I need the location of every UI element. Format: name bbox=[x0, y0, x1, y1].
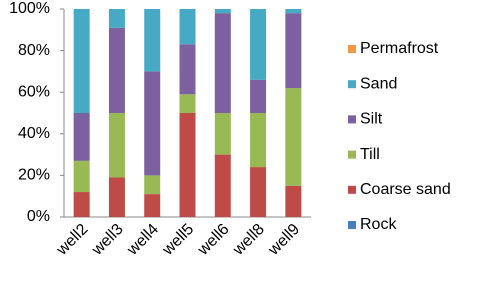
x-tick-label: well5 bbox=[159, 221, 198, 260]
bar-segment bbox=[144, 175, 161, 195]
legend-marker bbox=[348, 185, 356, 194]
y-tick-label: 20% bbox=[18, 167, 50, 184]
bar-segment bbox=[250, 79, 267, 113]
bar-segment bbox=[73, 160, 90, 193]
bar-segment bbox=[285, 9, 302, 14]
legend-label: Rock bbox=[360, 216, 397, 233]
bar-segment bbox=[108, 113, 125, 178]
x-tick-label: well3 bbox=[88, 221, 127, 260]
bar-segment bbox=[108, 177, 125, 217]
bar-segment bbox=[179, 9, 196, 45]
bar-segment bbox=[73, 113, 90, 161]
bar-segment bbox=[108, 27, 125, 113]
bar-segment bbox=[144, 9, 161, 72]
bar-segment bbox=[285, 185, 302, 217]
y-tick-label: 80% bbox=[18, 42, 50, 59]
y-tick-label: 0% bbox=[27, 208, 50, 225]
legend-label: Sand bbox=[360, 75, 397, 92]
bar-segment bbox=[214, 154, 231, 217]
bar-segment bbox=[214, 13, 231, 113]
bar-segment bbox=[179, 94, 196, 113]
legend-marker bbox=[348, 221, 356, 229]
bar-segment bbox=[144, 194, 161, 217]
x-tick-label: well8 bbox=[229, 221, 268, 260]
bar-segment bbox=[214, 9, 231, 14]
bar-segment bbox=[73, 9, 90, 113]
bar-segment bbox=[250, 113, 267, 168]
bar-segment bbox=[285, 88, 302, 186]
legend-marker bbox=[348, 80, 356, 89]
y-tick-label: 100% bbox=[9, 0, 50, 17]
x-tick-label: well9 bbox=[265, 221, 304, 260]
bar-segment bbox=[73, 192, 90, 217]
x-tick-label: well6 bbox=[194, 221, 233, 260]
bar-segment bbox=[250, 167, 267, 217]
bar-segment bbox=[108, 9, 125, 28]
x-tick-label: well4 bbox=[124, 221, 163, 260]
bar-segment bbox=[214, 113, 231, 155]
legend-marker bbox=[348, 150, 356, 159]
bar-segment bbox=[179, 113, 196, 217]
legend-marker bbox=[348, 115, 356, 124]
legend-label: Silt bbox=[360, 111, 383, 128]
legend-label: Till bbox=[360, 146, 380, 163]
y-tick-label: 60% bbox=[18, 83, 50, 100]
legend-label: Permafrost bbox=[360, 40, 439, 57]
legend-label: Coarse sand bbox=[360, 181, 451, 198]
bar-segment bbox=[250, 9, 267, 80]
legend-marker bbox=[348, 45, 356, 53]
bar-segment bbox=[285, 13, 302, 89]
y-tick-label: 40% bbox=[18, 125, 50, 142]
x-tick-label: well2 bbox=[53, 221, 92, 260]
bar-segment bbox=[144, 71, 161, 176]
bar-segment bbox=[179, 44, 196, 95]
